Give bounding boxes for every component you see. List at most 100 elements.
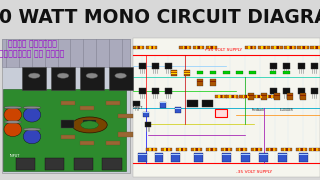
Bar [109,67,133,90]
Bar [183,148,185,151]
Bar [172,153,180,162]
Bar [236,71,243,74]
Bar [251,148,262,151]
Bar [248,94,254,95]
Bar [138,154,147,156]
Bar [61,101,75,105]
Circle shape [115,73,126,78]
Bar [241,154,250,156]
Bar [260,96,267,97]
Bar [133,38,320,177]
Bar [311,88,318,94]
Bar [165,63,172,69]
Bar [209,46,211,50]
Bar [312,148,313,151]
Bar [228,148,230,151]
Bar [227,148,228,151]
Ellipse shape [23,128,41,130]
Bar [171,71,177,72]
Bar [160,102,166,108]
Bar [202,100,213,107]
Bar [165,88,172,94]
Bar [196,46,197,50]
Bar [251,46,252,50]
Bar [264,46,266,50]
Bar [212,148,213,151]
Bar [253,46,254,50]
Bar [221,95,222,98]
Bar [136,46,138,50]
Bar [301,148,303,151]
Bar [281,148,292,151]
Bar [133,46,144,50]
Bar [166,148,168,151]
Bar [316,148,318,151]
Bar [300,96,306,97]
Bar [210,79,217,86]
Bar [138,153,147,162]
Bar [300,94,306,95]
Bar [194,153,203,162]
Bar [80,67,104,90]
Bar [292,46,293,50]
Bar [249,71,256,74]
Bar [3,89,126,171]
Bar [181,148,183,151]
Bar [184,71,190,72]
Bar [248,46,250,50]
Bar [305,46,307,50]
Bar [200,46,202,50]
Bar [102,158,122,170]
Bar [145,122,151,127]
Bar [185,46,187,50]
Bar [198,148,200,151]
Ellipse shape [4,122,22,137]
Bar [83,120,96,128]
Bar [152,88,159,94]
Bar [248,95,254,96]
Bar [248,96,254,97]
Bar [2,39,130,173]
Ellipse shape [23,107,41,122]
Ellipse shape [4,107,22,122]
Bar [215,95,227,98]
Bar [180,46,191,50]
Bar [260,93,267,100]
Bar [213,148,215,151]
Bar [118,114,133,118]
Bar [51,67,75,90]
Bar [243,148,245,151]
Bar [174,107,181,113]
Circle shape [57,73,69,78]
Circle shape [86,73,98,78]
Bar [279,46,280,50]
Bar [248,93,254,100]
Bar [247,95,249,98]
Bar [260,95,262,98]
Bar [152,46,153,50]
Bar [184,72,190,73]
Bar [274,94,280,95]
Bar [300,93,306,100]
Bar [74,158,93,170]
Bar [224,148,225,151]
Bar [160,102,166,103]
Bar [270,88,277,94]
Bar [300,46,302,50]
Bar [232,95,234,98]
Bar [274,46,276,50]
Bar [261,46,263,50]
Bar [171,70,177,76]
Bar [269,95,271,98]
Bar [209,148,211,151]
Bar [260,153,268,162]
Bar [241,153,250,162]
Bar [80,141,94,145]
Bar [171,72,177,73]
Bar [149,148,150,151]
Bar [191,148,202,151]
Bar [187,100,198,107]
Bar [284,148,285,151]
Bar [45,158,64,170]
Ellipse shape [81,121,99,129]
